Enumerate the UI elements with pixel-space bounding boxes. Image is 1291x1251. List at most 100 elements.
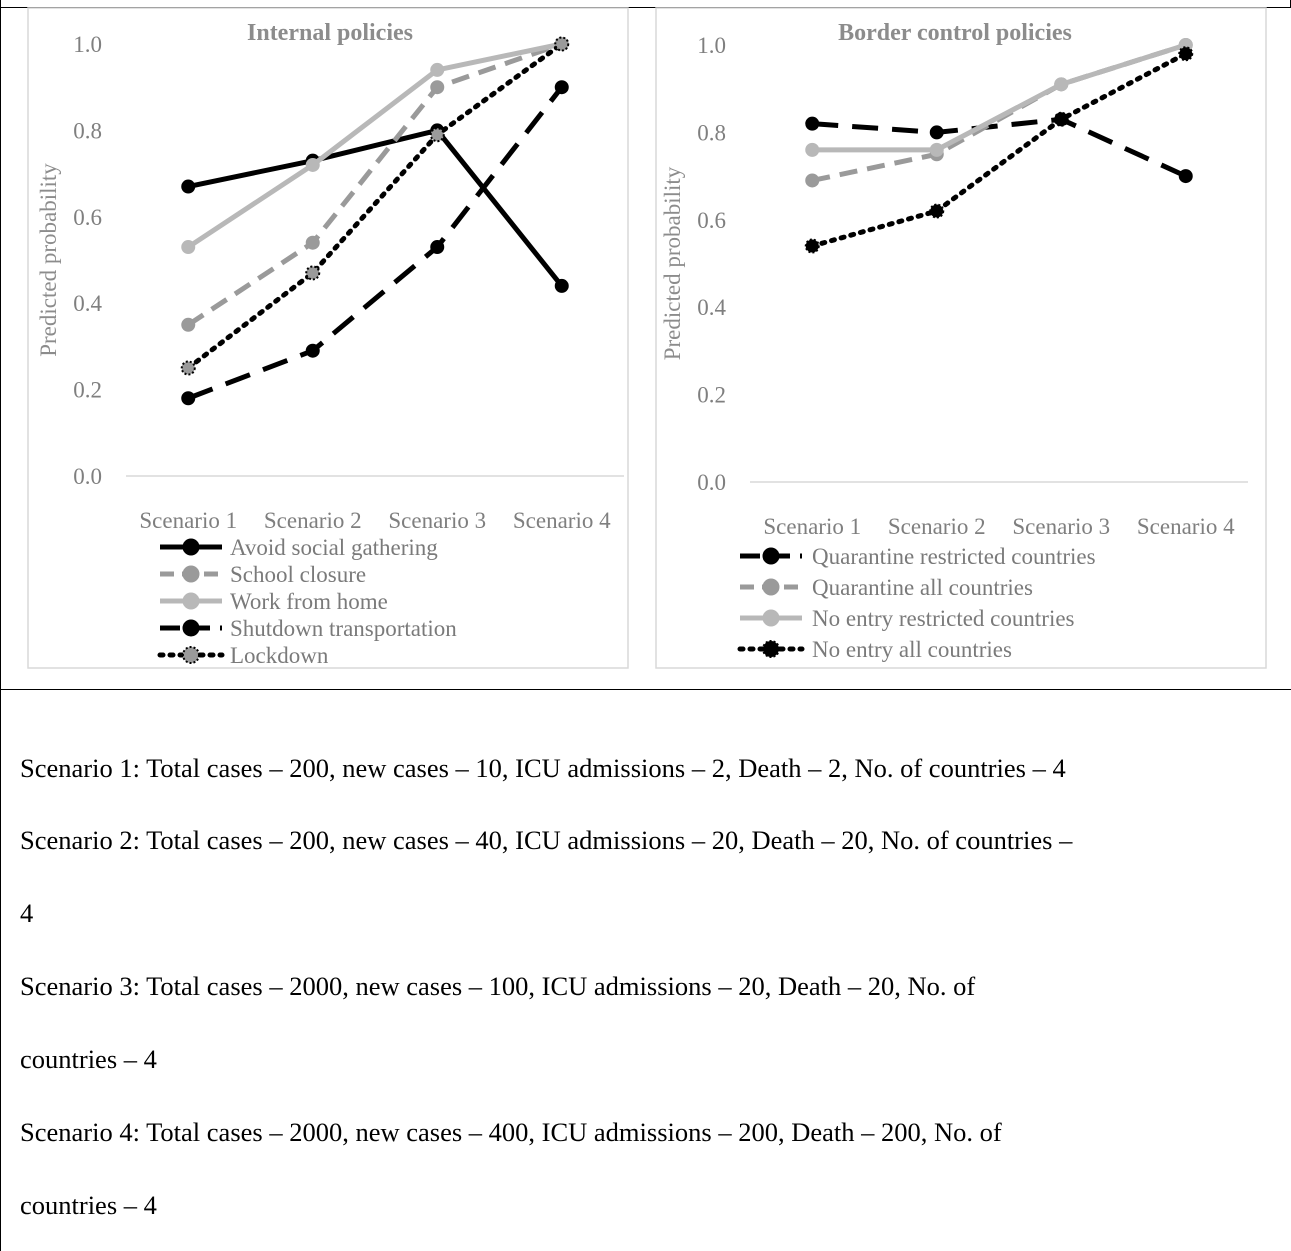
legend-marker xyxy=(762,640,780,658)
x-tick-label: Scenario 1 xyxy=(763,514,861,539)
x-tick-label: Scenario 1 xyxy=(139,508,237,533)
data-point xyxy=(429,127,445,143)
note-line: Scenario 3: Total cases – 2000, new case… xyxy=(20,971,976,1001)
y-tick-label: 1.0 xyxy=(73,32,102,57)
legend-marker xyxy=(762,578,780,596)
legend-marker xyxy=(182,592,200,610)
data-point xyxy=(181,179,196,194)
data-point xyxy=(804,238,820,254)
data-point xyxy=(305,343,320,358)
data-point xyxy=(181,240,196,255)
y-tick-label: 0.2 xyxy=(73,378,102,403)
data-point xyxy=(430,240,445,255)
x-tick-label: Scenario 3 xyxy=(388,508,486,533)
chart-border xyxy=(655,7,1267,669)
note-line: 4 xyxy=(20,898,34,928)
note-line: Scenario 4: Total cases – 2000, new case… xyxy=(20,1117,1002,1147)
data-point xyxy=(1178,169,1193,184)
legend-label: Avoid social gathering xyxy=(230,535,438,560)
series-line xyxy=(186,41,563,327)
x-tick-label: Scenario 4 xyxy=(1137,514,1235,539)
x-tick-label: Scenario 3 xyxy=(1012,514,1110,539)
chart-title: Border control policies xyxy=(838,20,1072,46)
data-point xyxy=(554,36,570,52)
note-line: Scenario 2: Total cases – 200, new cases… xyxy=(20,825,1073,855)
note-line: Scenario 1: Total cases – 200, new cases… xyxy=(20,753,1066,783)
series-line xyxy=(186,41,563,250)
series-line xyxy=(187,127,564,288)
legend-item: Quarantine restricted countries xyxy=(740,544,1096,569)
data-point xyxy=(805,142,820,157)
legend-label: Lockdown xyxy=(230,643,329,668)
frame-left-border xyxy=(0,0,1,690)
y-tick-label: 0.4 xyxy=(73,291,102,316)
legend-marker xyxy=(762,609,780,627)
data-point xyxy=(929,203,945,219)
data-point xyxy=(1053,111,1069,127)
legend-marker xyxy=(182,646,200,664)
data-point xyxy=(1054,77,1069,92)
legend-marker xyxy=(762,547,780,565)
y-tick-label: 0.0 xyxy=(697,470,726,495)
series-line xyxy=(812,116,1187,179)
legend-item: No entry restricted countries xyxy=(740,606,1075,631)
frame-left-border-bottom xyxy=(0,689,1,1251)
series-line xyxy=(811,42,1187,183)
legend-item: School closure xyxy=(160,562,366,587)
data-point xyxy=(554,278,569,293)
x-tick-label: Scenario 2 xyxy=(888,514,986,539)
legend-item: Lockdown xyxy=(157,643,329,668)
internal-policies-chart: Internal policies Predicted probability 0.… xyxy=(27,7,629,669)
y-tick-label: 0.4 xyxy=(697,295,726,320)
chart-border xyxy=(27,7,629,669)
legend-item: Work from home xyxy=(160,589,388,614)
legend-label: Work from home xyxy=(230,589,388,614)
data-point xyxy=(181,391,196,406)
x-tick-label: Scenario 2 xyxy=(264,508,362,533)
series-line xyxy=(185,41,565,371)
y-tick-label: 1.0 xyxy=(697,33,726,58)
series-shutdown-transportation xyxy=(181,80,569,406)
frame-divider xyxy=(0,689,1291,690)
data-point xyxy=(805,173,820,188)
data-point xyxy=(305,265,321,281)
data-point xyxy=(929,142,944,157)
series-avoid-social-gathering xyxy=(181,123,569,293)
legend-label: School closure xyxy=(230,562,366,587)
chart-title: Internal policies xyxy=(247,20,413,46)
legend-label: Quarantine restricted countries xyxy=(812,544,1096,569)
legend-label: Shutdown transportation xyxy=(230,616,457,641)
legend-label: No entry restricted countries xyxy=(812,606,1075,631)
legend-marker xyxy=(182,619,200,637)
data-point xyxy=(305,157,320,172)
border-control-policies-chart: Border control policies Predicted probabi… xyxy=(655,7,1267,669)
legend-label: Quarantine all countries xyxy=(812,575,1033,600)
data-point xyxy=(305,235,320,250)
data-point xyxy=(805,116,820,131)
y-axis-label: Predicted probability xyxy=(660,166,685,360)
legend-item: Shutdown transportation xyxy=(160,616,457,641)
data-point xyxy=(430,80,445,95)
note-line: countries – 4 xyxy=(20,1190,157,1220)
data-point xyxy=(554,80,569,95)
legend-marker xyxy=(182,565,200,583)
y-tick-label: 0.8 xyxy=(73,118,102,143)
y-tick-label: 0.6 xyxy=(73,205,102,230)
series-line xyxy=(187,85,564,401)
legend-marker xyxy=(182,538,200,556)
y-tick-label: 0.8 xyxy=(697,120,726,145)
legend-item: Avoid social gathering xyxy=(160,535,438,560)
data-point xyxy=(1178,46,1194,62)
data-point xyxy=(181,317,196,332)
data-point xyxy=(430,62,445,77)
series-lockdown xyxy=(180,36,570,376)
legend-item: No entry all countries xyxy=(737,637,1012,662)
series-line xyxy=(809,51,1189,249)
x-tick-label: Scenario 4 xyxy=(513,508,611,533)
series-line xyxy=(812,42,1187,153)
y-tick-label: 0.0 xyxy=(73,464,102,489)
data-point xyxy=(180,360,196,376)
series-no-entry-all-countries xyxy=(804,46,1194,254)
note-line: countries – 4 xyxy=(20,1044,157,1074)
y-axis-label: Predicted probability xyxy=(36,163,61,357)
